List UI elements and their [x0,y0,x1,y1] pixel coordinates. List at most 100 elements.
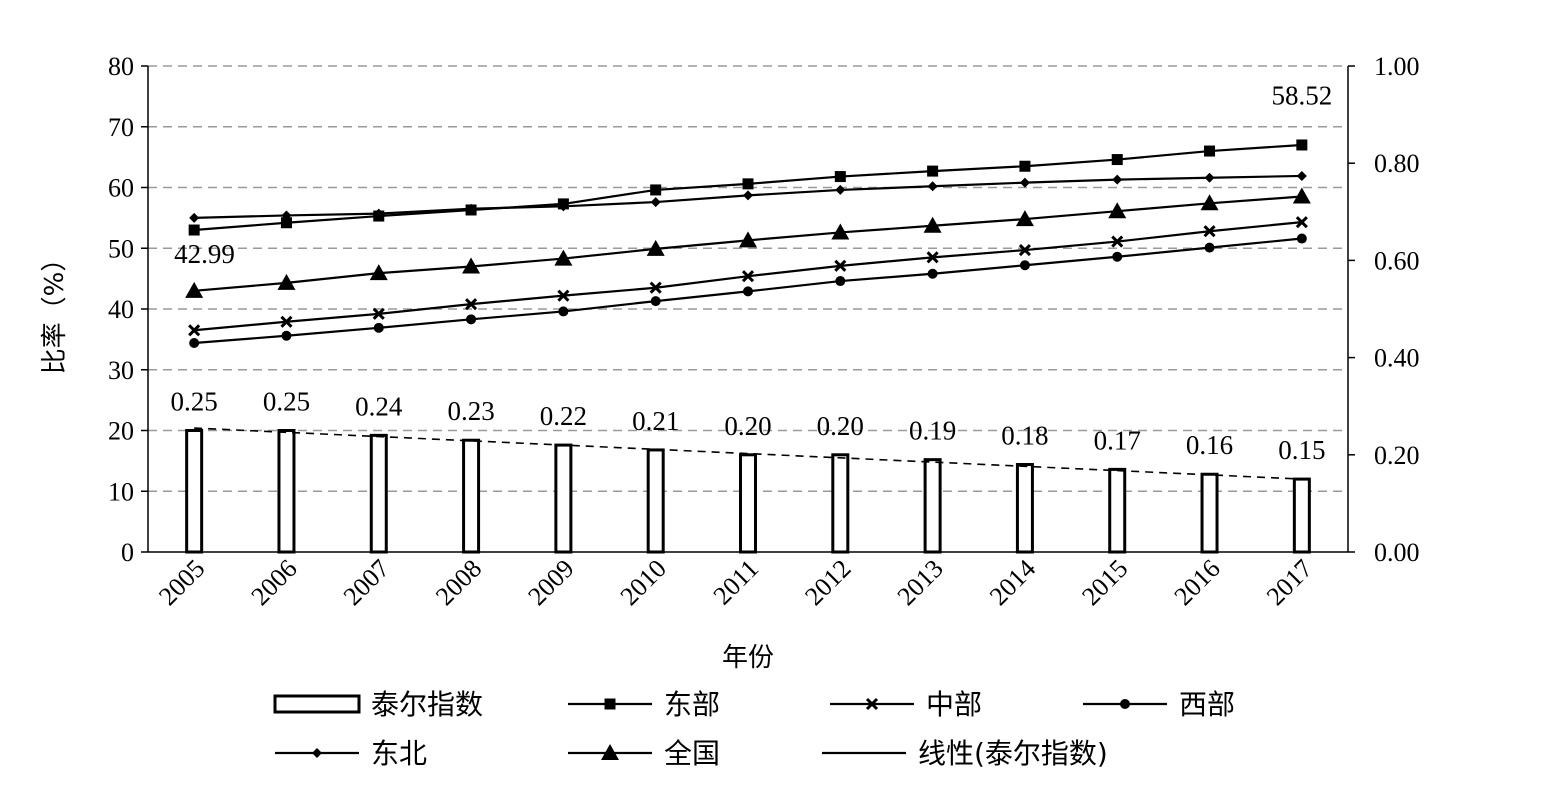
marker-circle [835,276,846,287]
line-series-group [185,139,1311,349]
marker-square [1019,160,1031,172]
marker-triangle [462,257,481,274]
bar [1015,463,1034,554]
marker-circle [281,330,292,341]
marker-triangle [1200,194,1219,211]
y-tick-label: 10 [108,477,134,506]
y-tick-label: 40 [108,295,134,324]
bar-data-label: 0.20 [817,411,864,441]
marker-diamond [927,181,938,192]
marker-diamond [1204,172,1215,183]
marker-x [465,298,478,311]
x-tick-labels: 2005 2006 2007 2008 2009 2010 2011 2012 2013 2014… [153,554,1318,611]
marker-circle [1296,233,1307,244]
bar [1200,472,1219,554]
y2-tick-label: 0.60 [1374,246,1420,275]
bar [646,448,665,554]
x-tick-label: 2007 [338,554,395,611]
bar-data-label: 0.20 [724,411,771,441]
marker-x [372,307,385,320]
bar-data-label: 0.17 [1094,425,1141,455]
y2-tick-label: 0.80 [1374,149,1420,178]
x-tick-label: 2005 [153,554,210,611]
marker-diamond [281,210,292,221]
y-tick-label: 50 [108,234,134,263]
x-tick-label: 2017 [1261,554,1318,611]
bar-data-label: 0.19 [909,416,956,446]
bar-data-label: 0.22 [540,401,587,431]
marker-triangle [601,744,619,760]
marker-circle [189,338,200,349]
trendline [194,427,1302,480]
x-tick-label: 2008 [430,554,487,611]
marker-diamond [650,197,661,208]
marker-triangle [369,264,388,281]
y-tick-label: 60 [108,174,134,203]
marker-circle [927,268,938,279]
y-tick-label: 20 [108,417,134,446]
marker-triangle [831,223,850,240]
marker-diamond [189,212,200,223]
axes-group [147,66,1349,553]
marker-circle [558,306,569,317]
marker-x [557,289,570,302]
legend-label: 东部 [664,688,720,721]
bar-data-label: 0.21 [632,406,679,436]
x-tick-label: 2013 [892,554,949,611]
marker-square [280,217,292,229]
marker-diamond [1296,170,1307,181]
marker-triangle [554,249,573,266]
annotations: 42.99 58.52 [174,80,1332,268]
y-tick-label: 70 [108,113,134,142]
y2-tick-label: 0.40 [1374,344,1420,373]
legend-label: 泰尔指数 [371,688,483,721]
marker-x [649,281,662,294]
bar [462,438,481,554]
series-annotation: 58.52 [1271,80,1332,110]
bar-data-label: 0.16 [1186,430,1233,460]
marker-diamond [312,748,322,758]
bar-data-label: 0.25 [263,387,310,417]
marker-circle [1112,251,1123,262]
x-axis-title: 年份 [722,643,774,673]
bar [277,429,296,554]
y2-tick-label: 0.00 [1374,538,1420,567]
marker-x [741,270,755,283]
bar [831,453,850,554]
marker-diamond [466,203,477,214]
bar-data-label: 0.24 [355,391,403,421]
marker-circle [1204,242,1215,253]
marker-triangle [1292,187,1311,204]
marker-triangle [646,239,665,256]
marker-square [604,698,616,710]
marker-square [1296,139,1308,151]
bar-data-label: 0.23 [447,396,494,426]
y2-tick-labels: 0.00 0.20 0.40 0.60 0.80 1.00 [1374,52,1420,567]
series-annotation: 42.99 [174,239,235,269]
x-tick-label: 2014 [984,554,1041,611]
legend-label: 西部 [1179,688,1235,721]
bar-data-labels: 0.25 0.25 0.24 0.23 0.22 0.21 0.20 0.20 0.19 0.18… [171,387,1326,466]
y-tick-labels: 0 10 20 30 40 50 60 70 80 [108,52,134,567]
x-tick-label: 2015 [1076,554,1133,611]
marker-square [188,224,200,236]
marker-x [1203,225,1216,238]
x-tick-label: 2009 [522,554,579,611]
marker-x [1018,244,1031,257]
y2-tick-label: 1.00 [1374,52,1420,81]
marker-x [188,324,201,337]
marker-circle [1120,699,1130,709]
x-tick-label: 2011 [708,554,765,611]
y-axis-title: 比率（%） [40,246,70,375]
marker-triangle [739,231,757,248]
marker-triangle [923,216,942,233]
bar-data-label: 0.15 [1278,435,1325,465]
marker-square [834,171,846,183]
bar-data-label: 0.25 [171,387,218,417]
marker-x [280,315,293,328]
legend-swatch-bar [273,694,361,714]
bar [739,453,757,554]
